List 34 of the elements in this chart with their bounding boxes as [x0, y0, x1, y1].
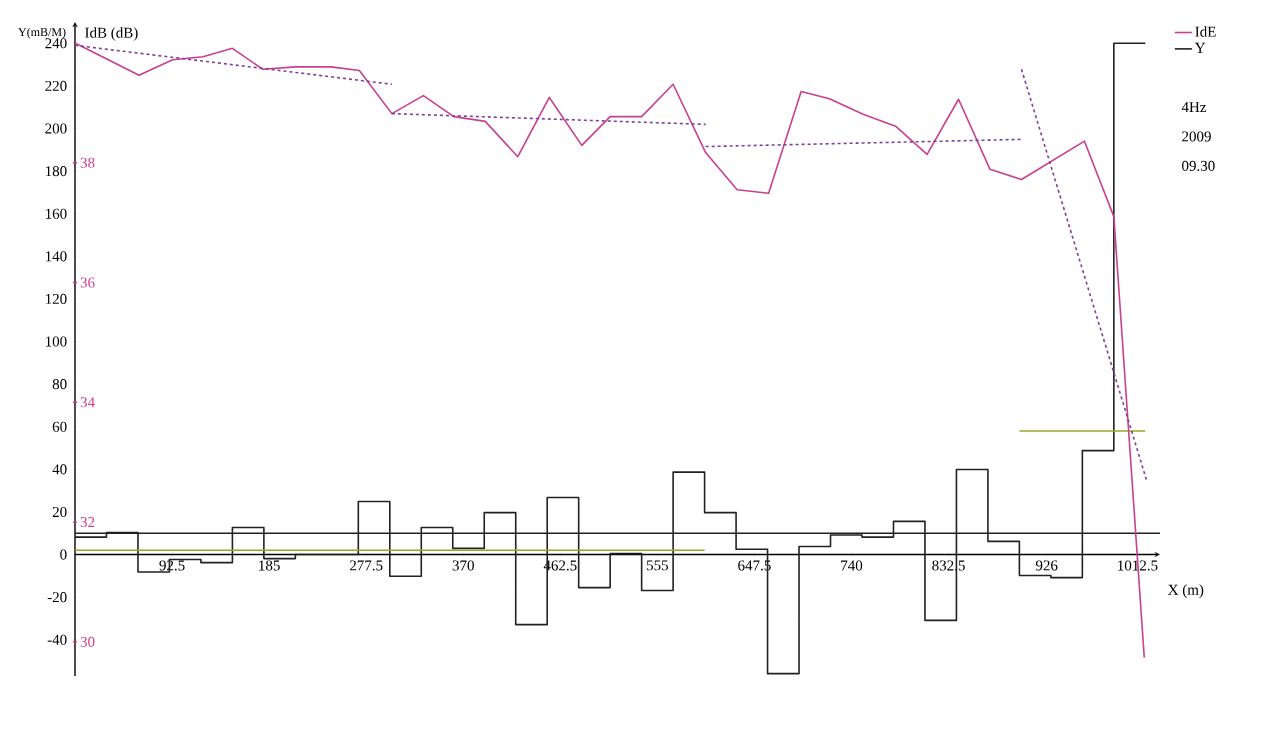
y-tick-label: 40: [52, 464, 67, 475]
x-tick-label: 555: [647, 560, 669, 571]
legend-label: IdE: [1195, 26, 1216, 37]
y-tick-label: 100: [45, 336, 67, 347]
text: 09.30: [1182, 160, 1215, 171]
y-tick-label: 0: [60, 549, 67, 560]
y2-tick-label: 32: [80, 517, 95, 528]
y-tick-label: 60: [52, 421, 67, 432]
y-tick-label: 200: [45, 123, 67, 134]
y-tick-label: -40: [47, 634, 67, 645]
y-tick-label: 140: [45, 251, 67, 262]
y-tick-label: 180: [45, 166, 67, 177]
text: 4Hz: [1181, 102, 1207, 112]
y-tick-label: 160: [45, 208, 67, 219]
y-tick-label: 20: [52, 506, 67, 518]
y2-axis-title: IdB (dB): [85, 27, 138, 41]
legend-label: Y: [1194, 42, 1206, 53]
y2-tick-label: 36: [80, 277, 95, 288]
y-tick-label: 240: [45, 38, 67, 49]
text: 2009: [1182, 131, 1211, 142]
y-tick-label: 220: [45, 80, 67, 91]
x-tick-label: 740: [841, 560, 863, 571]
y2-tick-label: 38: [80, 157, 95, 168]
x-tick-label: 277.5: [349, 560, 383, 571]
x-axis-title: X (m): [1168, 584, 1204, 598]
x-tick-label: 185: [259, 560, 280, 571]
x-tick-label: 926: [1035, 560, 1058, 571]
y-tick-label: 80: [52, 379, 67, 390]
x-tick-label: 370: [452, 560, 474, 571]
y2-tick-label: 34: [80, 397, 95, 408]
y2-tick-label: 30: [80, 636, 95, 647]
y-tick-label: 120: [45, 293, 67, 304]
y-tick-label: -20: [47, 592, 67, 603]
y-axis-title: Y(mB/M): [18, 27, 66, 39]
